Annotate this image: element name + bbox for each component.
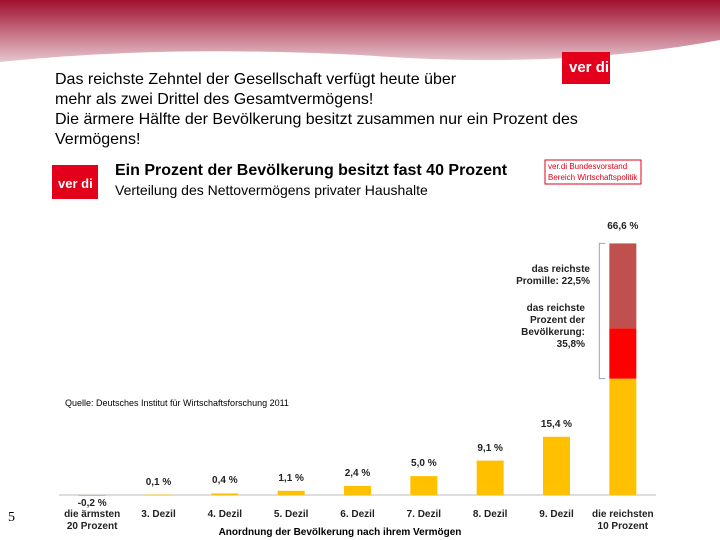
x-tick-label: 7. Dezil <box>406 509 442 520</box>
bar <box>476 460 504 495</box>
x-axis-title: Anordnung der Bevölkerung nach ihrem Ver… <box>218 527 462 538</box>
value-label: 0,1 % <box>145 476 172 488</box>
x-tick-label: 5. Dezil <box>273 509 309 520</box>
value-label: 2,4 % <box>344 467 371 479</box>
value-label: 5,0 % <box>411 458 437 470</box>
x-tick-label: die reichsten 10 Prozent <box>591 509 654 532</box>
value-label: 0,4 % <box>212 475 238 487</box>
x-tick-label: 3. Dezil <box>141 509 176 520</box>
heading-line: Vermögens! <box>55 131 141 148</box>
bar <box>410 476 438 495</box>
value-label: -0,2 % <box>77 497 107 509</box>
annotation: das reichste Promille: 22,5% <box>516 264 590 287</box>
bracket <box>598 242 606 380</box>
total-label: 66,6 % <box>607 221 639 233</box>
bar <box>609 243 637 329</box>
logo: ver di <box>569 59 610 76</box>
x-tick-label: 4. Dezil <box>207 509 243 520</box>
bar <box>609 328 637 379</box>
bar <box>211 493 239 495</box>
bar <box>145 494 172 496</box>
heading: Das reichste Zehntel der Gesellschaft ve… <box>55 70 578 150</box>
x-tick-label: 8. Dezil <box>472 509 508 520</box>
value-label: 1,1 % <box>278 472 304 484</box>
x-tick-label: die ärmsten 20 Prozent <box>64 509 121 532</box>
x-tick-label: 6. Dezil <box>340 509 375 520</box>
bar <box>277 490 305 495</box>
heading-line: Das reichste Zehntel der Gesellschaft ve… <box>55 71 457 88</box>
chart-logo: ver di <box>58 176 93 191</box>
bar <box>543 436 570 495</box>
heading-line: mehr als zwei Drittel des Gesamtvermögen… <box>55 91 374 108</box>
bar <box>609 378 637 495</box>
bar <box>344 485 371 495</box>
chart-subtitle: Verteilung des Nettovermögens privater H… <box>115 182 428 198</box>
value-label: 15,4 % <box>540 418 573 430</box>
heading-line: Die ärmere Hälfte der Bevölkerung besitz… <box>55 111 578 128</box>
annotation: das reichste Prozent der Bevölkerung: 35… <box>521 303 585 350</box>
source: Quelle: Deutsches Institut für Wirtschaf… <box>65 398 289 408</box>
value-label: 9,1 % <box>477 442 503 454</box>
page-number: 5 <box>8 510 15 525</box>
publisher: ver.di Bundesvorstand Bereich Wirtschaft… <box>548 162 638 182</box>
x-tick-label: 9. Dezil <box>539 509 574 520</box>
bar <box>78 494 106 496</box>
chart-title: Ein Prozent der Bevölkerung besitzt fast… <box>115 162 508 179</box>
